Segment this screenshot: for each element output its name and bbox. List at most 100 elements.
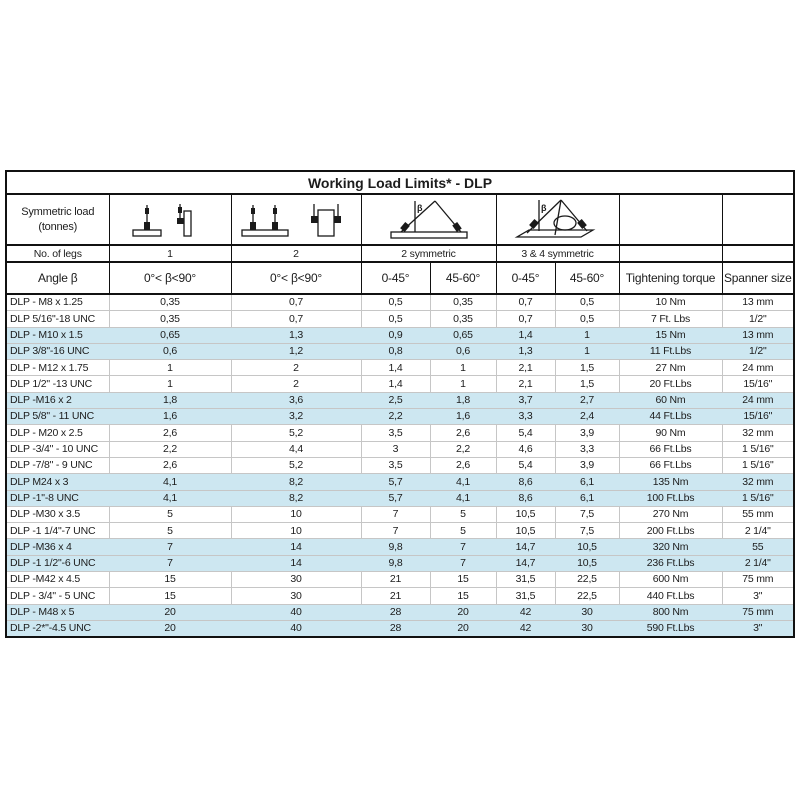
value-cell: 0,35	[108, 310, 232, 328]
table-row: DLP -1"-8 UNC 4,1 8,2 5,7 4,1 8,6 6,1 100 Ft.Lb…	[5, 489, 795, 507]
two-leg-symmetric-sling-icon: β	[389, 200, 468, 239]
value-cell: 1	[555, 342, 619, 361]
value-cell: 1	[108, 359, 232, 377]
value-cell: 3,7	[496, 391, 555, 410]
angle-range: 45-60°	[554, 261, 620, 295]
model-label: DLP -1 1/2"-6 UNC	[5, 554, 109, 573]
value-cell: 2 1/4"	[721, 522, 795, 540]
value-cell: 7	[360, 505, 431, 524]
model-label: DLP - M12 x 1.75	[5, 359, 110, 377]
value-cell: 30	[555, 603, 619, 621]
model-label: DLP 3/8"-16 UNC	[5, 342, 109, 361]
value-cell: 1	[429, 359, 497, 377]
value-cell: 3,6	[231, 391, 361, 410]
value-cell: 0,7	[495, 293, 556, 312]
value-cell: 55	[722, 538, 795, 556]
table-row: DLP -M16 x 2 1,8 3,6 2,5 1,8 3,7 2,7 60 Nm 24 mm	[5, 391, 795, 410]
value-cell: 236 Ft.Lbs	[619, 554, 722, 573]
value-cell: 4,1	[430, 473, 496, 491]
value-cell: 3,9	[554, 424, 620, 442]
value-cell: 7	[430, 554, 496, 573]
model-label: DLP -M36 x 4	[5, 538, 109, 556]
value-cell: 135 Nm	[619, 473, 722, 491]
value-cell: 4,1	[109, 473, 231, 491]
value-cell: 0,35	[108, 293, 232, 312]
value-cell: 0,5	[360, 310, 431, 328]
value-cell: 10,5	[495, 505, 556, 524]
value-cell: 10,5	[555, 538, 619, 556]
value-cell: 20	[430, 619, 496, 639]
model-label: DLP -3/4" - 10 UNC	[5, 440, 110, 458]
table-row: DLP 5/16"-18 UNC 0,35 0,7 0,5 0,35 0,7 0,5 7 Ft…	[5, 310, 795, 328]
value-cell: 5	[108, 522, 232, 540]
value-cell: 100 Ft.Lbs	[619, 489, 722, 507]
legs-three-four-symmetric: 3 & 4 symmetric	[495, 244, 620, 263]
table-title: Working Load Limits* - DLP	[5, 170, 795, 195]
value-cell: 6,1	[555, 489, 619, 507]
value-cell: 1,2	[231, 342, 361, 361]
table-row: DLP - M48 x 5 20 40 28 20 42 30 800 Nm 75 mm	[5, 603, 795, 621]
symmetric-load-header: Symmetric load (tonnes)	[5, 193, 110, 246]
value-cell: 31,5	[495, 587, 556, 605]
value-cell: 9,8	[361, 554, 430, 573]
value-cell: 20 Ft.Lbs	[618, 375, 723, 393]
table-row: DLP -M42 x 4.5 15 30 21 15 31,5 22,5 600 Nm 75 m…	[5, 571, 795, 589]
table-row: DLP -3/4" - 10 UNC 2,2 4,4 3 2,2 4,6 3,3 66 Ft.…	[5, 440, 795, 458]
value-cell: 1,4	[496, 326, 555, 344]
value-cell: 7,5	[554, 505, 620, 524]
value-cell: 28	[361, 619, 430, 639]
value-cell: 1	[108, 375, 232, 393]
value-cell: 2	[230, 375, 362, 393]
three-four-leg-symmetric-sling-icon: β	[514, 199, 595, 238]
value-cell: 30	[555, 619, 619, 639]
value-cell: 200 Ft.Lbs	[618, 522, 723, 540]
table-row: DLP - M10 x 1.5 0,65 1,3 0,9 0,65 1,4 1 15 Nm 13…	[5, 326, 795, 344]
value-cell: 10,5	[495, 522, 556, 540]
two-symmetric-cell: β	[360, 193, 497, 246]
value-cell: 20	[109, 619, 231, 639]
value-cell: 20	[109, 603, 231, 621]
value-cell: 2,1	[495, 375, 556, 393]
symmetric-load-label-line2: (tonnes)	[38, 220, 78, 233]
table-row: DLP - M8 x 1.25 0,35 0,7 0,5 0,35 0,7 0,5 10 Nm…	[5, 293, 795, 312]
angle-range: 0-45°	[495, 261, 556, 295]
value-cell: 7	[430, 538, 496, 556]
title-row: Working Load Limits* - DLP	[5, 170, 795, 195]
value-cell: 30	[230, 571, 362, 589]
value-cell: 0,7	[230, 310, 362, 328]
value-cell: 15/16"	[721, 375, 795, 393]
value-cell: 60 Nm	[619, 391, 722, 410]
one-leg-cell	[108, 193, 232, 246]
table-row: DLP -7/8" - 9 UNC 2,6 5,2 3,5 2,6 5,4 3,9 66 Ft…	[5, 456, 795, 475]
value-cell: 1 5/16"	[722, 489, 795, 507]
value-cell: 10,5	[555, 554, 619, 573]
pictogram-row: Symmetric load (tonnes)	[5, 193, 795, 246]
value-cell: 5	[108, 505, 232, 524]
value-cell: 11 Ft.Lbs	[619, 342, 722, 361]
value-cell: 600 Nm	[618, 571, 723, 589]
model-label: DLP 5/16"-18 UNC	[5, 310, 110, 328]
table-row: DLP -M36 x 4 7 14 9,8 7 14,7 10,5 320 Nm 55	[5, 538, 795, 556]
three-four-symmetric-cell: β	[495, 193, 620, 246]
value-cell: 5,4	[495, 424, 556, 442]
empty-header-cell	[618, 193, 723, 246]
value-cell: 22,5	[554, 571, 620, 589]
value-cell: 28	[361, 603, 430, 621]
value-cell: 75 mm	[722, 603, 795, 621]
value-cell: 10	[230, 505, 362, 524]
value-cell: 4,1	[109, 489, 231, 507]
table-row: DLP 1/2" -13 UNC 1 2 1,4 1 2,1 1,5 20 Ft.Lbs 15/…	[5, 375, 795, 393]
value-cell: 9,8	[361, 538, 430, 556]
value-cell: 24 mm	[722, 391, 795, 410]
spanner-size-header: Spanner size	[721, 261, 795, 295]
value-cell: 2	[230, 359, 362, 377]
value-cell: 4,4	[230, 440, 362, 458]
value-cell: 0,35	[429, 310, 497, 328]
value-cell: 270 Nm	[618, 505, 723, 524]
value-cell: 4,1	[430, 489, 496, 507]
model-label: DLP - 3/4" - 5 UNC	[5, 587, 110, 605]
value-cell: 7	[360, 522, 431, 540]
value-cell: 1,4	[360, 375, 431, 393]
value-cell: 8,2	[231, 473, 361, 491]
value-cell: 3,3	[554, 440, 620, 458]
